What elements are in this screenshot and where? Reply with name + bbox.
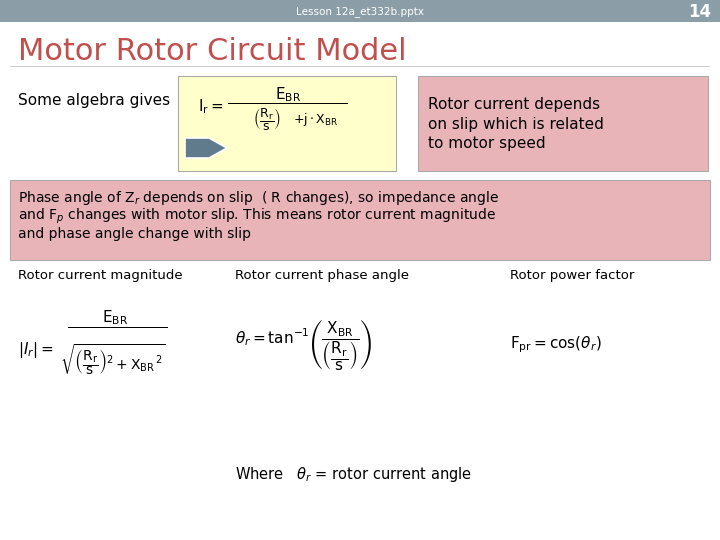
Text: $\sqrt{\left(\dfrac{\mathrm{R_r}}{\mathrm{s}}\right)^2 + \mathrm{X_{BR}}^{\,2}}$: $\sqrt{\left(\dfrac{\mathrm{R_r}}{\mathr…	[60, 342, 166, 377]
FancyArrow shape	[185, 138, 227, 158]
Text: Rotor power factor: Rotor power factor	[510, 268, 634, 281]
Text: Where   $\theta_r$ = rotor current angle: Where $\theta_r$ = rotor current angle	[235, 465, 472, 484]
Text: 14: 14	[688, 3, 711, 21]
Text: Phase angle of Z$_r$ depends on slip  ( R changes), so impedance angle: Phase angle of Z$_r$ depends on slip ( R…	[18, 189, 499, 207]
Bar	[0, 0, 720, 22]
FancyBboxPatch shape	[10, 180, 710, 260]
Text: $\left(\dfrac{\mathrm{R_r}}{\mathrm{s}}\right)$: $\left(\dfrac{\mathrm{R_r}}{\mathrm{s}}\…	[253, 107, 281, 133]
Text: $+ \mathrm{j} \cdot \mathrm{X_{BR}}$: $+ \mathrm{j} \cdot \mathrm{X_{BR}}$	[293, 111, 338, 129]
Text: Rotor current magnitude: Rotor current magnitude	[18, 268, 183, 281]
Bar	[228, 103, 348, 104]
FancyBboxPatch shape	[178, 76, 396, 171]
Text: $\mathrm{I_r} = $: $\mathrm{I_r} = $	[198, 98, 224, 116]
Text: $\mathrm{E_{BR}}$: $\mathrm{E_{BR}}$	[275, 86, 301, 104]
Bar	[68, 327, 168, 328]
Text: Rotor current depends
on slip which is related
to motor speed: Rotor current depends on slip which is r…	[428, 97, 604, 151]
Text: Some algebra gives: Some algebra gives	[18, 92, 170, 107]
Text: $\mathrm{F_{pr}} = \cos(\theta_r)$: $\mathrm{F_{pr}} = \cos(\theta_r)$	[510, 335, 602, 355]
Text: and F$_p$ changes with motor slip. This means rotor current magnitude: and F$_p$ changes with motor slip. This …	[18, 206, 496, 226]
Text: $|I_r| = $: $|I_r| = $	[18, 340, 54, 360]
Text: $\mathrm{E_{BR}}$: $\mathrm{E_{BR}}$	[102, 309, 128, 327]
Text: Motor Rotor Circuit Model: Motor Rotor Circuit Model	[18, 37, 407, 66]
Text: Lesson 12a_et332b.pptx: Lesson 12a_et332b.pptx	[296, 6, 424, 17]
Text: and phase angle change with slip: and phase angle change with slip	[18, 227, 251, 241]
Text: $\theta_r = \tan^{-1}\!\left(\dfrac{\mathrm{X_{BR}}}{\left(\dfrac{\mathrm{R_r}}{: $\theta_r = \tan^{-1}\!\left(\dfrac{\mat…	[235, 318, 372, 373]
Text: Rotor current phase angle: Rotor current phase angle	[235, 268, 409, 281]
Bar	[10, 66, 710, 67]
FancyBboxPatch shape	[418, 76, 708, 171]
